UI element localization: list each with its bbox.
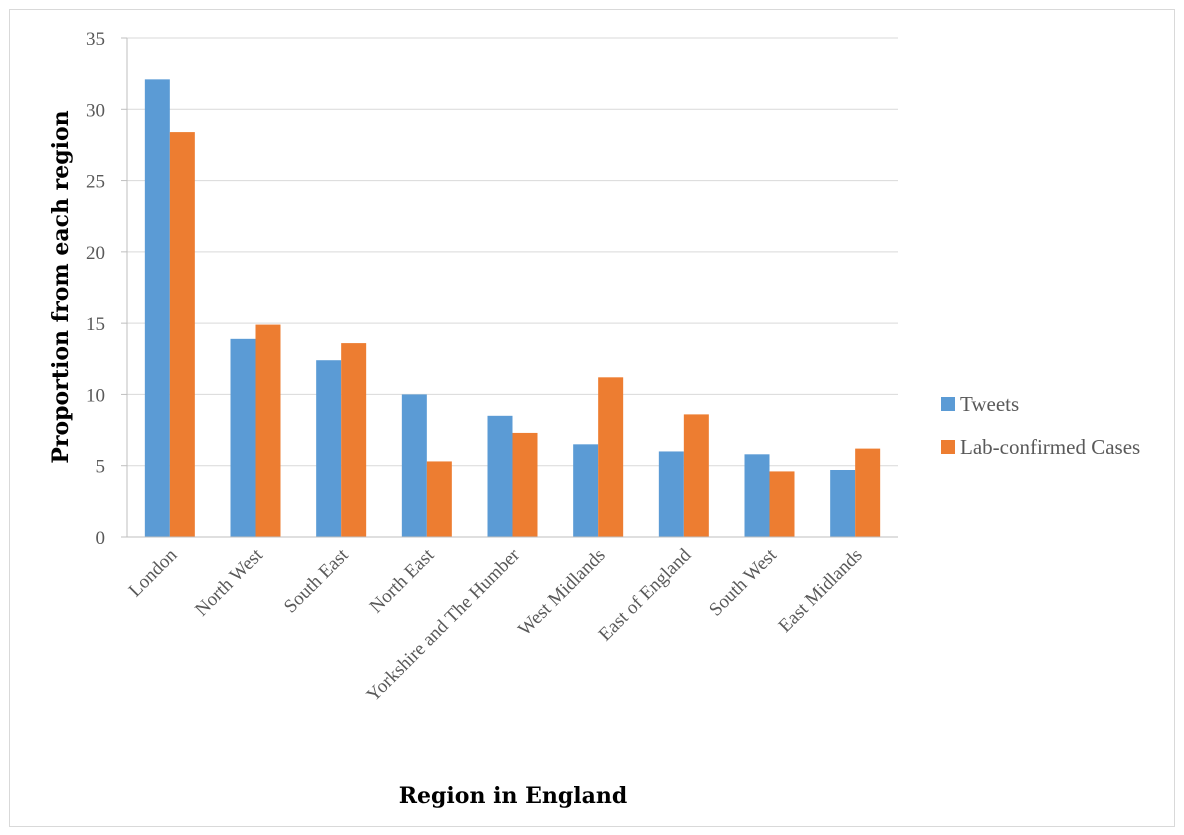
x-tick-label: Yorkshire and The Humber bbox=[363, 544, 525, 706]
legend-label: Tweets bbox=[960, 392, 1019, 416]
bar-tweets bbox=[487, 415, 513, 537]
bar-lab-confirmed-cases bbox=[426, 461, 452, 537]
x-tick-labels: London North West South East North EastYork… bbox=[125, 544, 867, 706]
y-tick-label: 0 bbox=[96, 528, 106, 549]
legend-swatch bbox=[941, 440, 955, 454]
y-axis-title: Proportion from each region bbox=[48, 110, 74, 463]
x-tick-label: South East bbox=[280, 544, 353, 617]
y-tick-label: 35 bbox=[86, 29, 105, 50]
legend-label: Lab-confirmed Cases bbox=[960, 435, 1140, 459]
axes bbox=[121, 37, 898, 538]
y-tick-label: 20 bbox=[86, 243, 105, 264]
y-tick-label: 25 bbox=[86, 172, 105, 193]
x-tick-label: London bbox=[125, 544, 182, 601]
x-tick-label: East of England bbox=[595, 544, 696, 645]
y-tick-label: 5 bbox=[96, 457, 106, 478]
bar-lab-confirmed-cases bbox=[169, 132, 195, 537]
y-tick-label: 10 bbox=[86, 385, 105, 406]
bar-lab-confirmed-cases bbox=[341, 343, 367, 537]
x-axis-title: Region in England bbox=[399, 783, 628, 809]
bar-tweets bbox=[830, 469, 856, 537]
x-tick-label: East Midlands bbox=[775, 545, 867, 637]
x-tick-label: North West bbox=[191, 544, 267, 620]
bar-tweets bbox=[658, 451, 684, 537]
chart-frame bbox=[9, 9, 1175, 827]
bar-lab-confirmed-cases bbox=[769, 471, 795, 537]
bar-lab-confirmed-cases bbox=[683, 414, 709, 537]
bar-tweets bbox=[401, 394, 427, 537]
bar-tweets bbox=[230, 338, 256, 537]
x-tick-label: North East bbox=[366, 544, 439, 617]
y-tick-label: 30 bbox=[86, 100, 105, 121]
legend-swatch bbox=[941, 397, 955, 411]
bar-lab-confirmed-cases bbox=[512, 432, 538, 537]
bar-tweets bbox=[316, 360, 342, 537]
bar-tweets bbox=[744, 454, 770, 537]
bar-tweets bbox=[573, 444, 599, 537]
y-tick-label: 15 bbox=[86, 314, 105, 335]
bar-lab-confirmed-cases bbox=[855, 448, 881, 537]
y-tick-labels: 0 5 10 15 20 25 30 35 bbox=[86, 29, 105, 549]
bar-lab-confirmed-cases bbox=[255, 324, 281, 537]
x-tick-label: West Midlands bbox=[514, 545, 609, 640]
bars bbox=[144, 79, 881, 538]
bar-lab-confirmed-cases bbox=[598, 377, 624, 537]
legend: Tweets Lab-confirmed Cases bbox=[941, 392, 1140, 459]
bar-tweets bbox=[144, 79, 170, 538]
x-tick-label: South West bbox=[705, 544, 781, 620]
